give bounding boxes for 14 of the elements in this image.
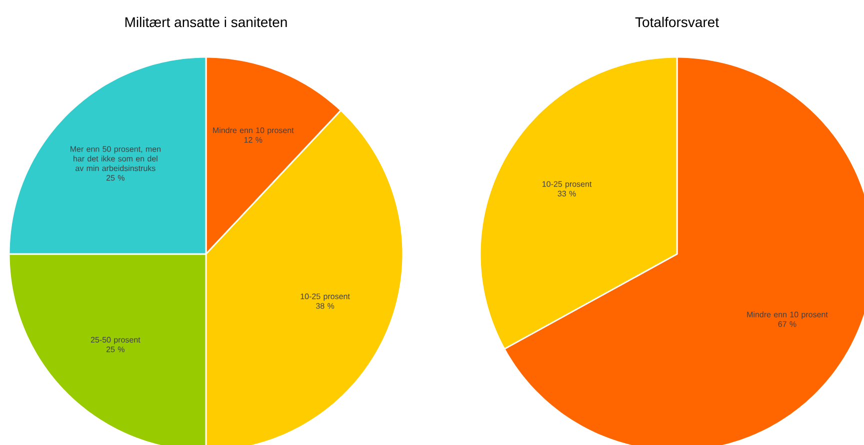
data-label: 67 % <box>778 321 796 327</box>
data-label: 25 % <box>106 175 124 181</box>
chart-title: Totalforsvaret <box>635 16 719 28</box>
chart-title: Militært ansatte i saniteten <box>125 16 287 28</box>
data-label: 38 % <box>316 303 334 309</box>
data-label: 12 % <box>244 137 262 143</box>
slice-label: Mindre enn 10 prosent <box>747 311 828 319</box>
slice-label: 10-25 prosent <box>300 294 350 301</box>
slice-label: 25-50 prosent <box>90 336 140 344</box>
slice-label: Mer enn 50 prosent, men har det ikke som en del av min arbeidsinstruks <box>70 146 161 172</box>
data-label: 33 % <box>558 190 576 196</box>
slice-label: 10-25 prosent <box>542 181 592 188</box>
slice-label: Mindre enn 10 prosent <box>213 127 294 135</box>
data-label: 25 % <box>106 346 124 352</box>
